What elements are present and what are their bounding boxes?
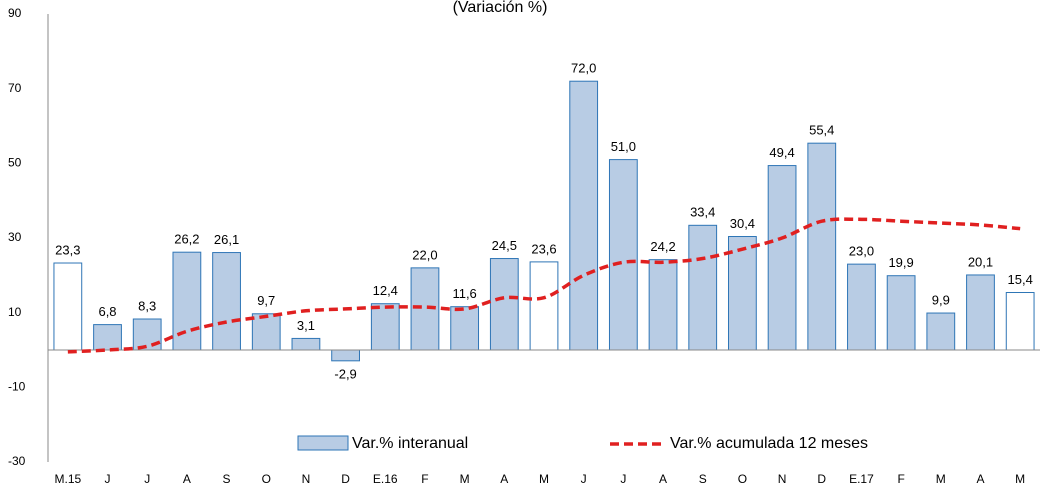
value-label: 51,0 [611,139,636,154]
bar [569,80,599,351]
legend-label: Var.% acumulada 12 meses [670,435,868,452]
x-tick-label: M.15 [54,472,81,486]
y-tick-label: 50 [8,156,22,170]
bar [450,306,480,351]
bar [251,313,281,351]
x-tick-label: N [302,472,311,486]
x-tick-label: S [699,472,707,486]
x-tick-label: F [421,472,428,486]
value-label: 33,4 [690,205,715,220]
bar [132,318,162,351]
x-tick-label: M [1015,472,1025,486]
legend-label: Var.% interanual [352,435,468,452]
bar [212,252,241,351]
bar [370,303,400,351]
x-tick-label: S [223,472,231,486]
bar [489,258,519,351]
x-tick-label: D [341,472,350,486]
x-tick-label: O [262,472,271,486]
x-tick-label: M [539,472,549,486]
value-label: 26,2 [174,232,199,247]
x-tick-label: O [738,472,747,486]
x-tick-label: A [976,472,984,486]
y-tick-label: -30 [8,454,26,468]
value-label: 15,4 [1008,272,1033,287]
y-tick-label: -10 [8,380,26,394]
bar [926,312,956,351]
value-label: 3,1 [297,318,315,333]
value-label: 30,4 [730,216,755,231]
value-label: 12,4 [373,283,398,298]
bar [886,275,916,351]
x-tick-label: J [581,472,587,486]
x-tick-label: E.16 [373,472,398,486]
x-tick-label: A [659,472,667,486]
line [67,217,1021,354]
y-tick-label: 70 [8,81,22,95]
x-tick-label: J [620,472,626,486]
value-label: 8,3 [138,298,156,313]
bar [966,274,995,351]
x-tick-label: A [500,472,508,486]
x-tick-label: D [817,472,826,486]
bar [767,165,797,351]
bar [1005,292,1035,351]
bar [93,324,122,351]
legend-swatch [297,435,349,451]
y-tick-label: 10 [8,305,22,319]
bar [291,337,321,351]
bar [53,262,83,351]
value-label: 55,4 [809,123,834,138]
value-label: 9,7 [257,293,275,308]
x-tick-label: M [936,472,946,486]
value-label: 19,9 [888,255,913,270]
bar [688,224,718,351]
value-label: 26,1 [214,232,239,247]
x-tick-label: M [460,472,470,486]
bar [608,159,638,351]
value-label: 23,0 [849,244,874,259]
bar [847,263,876,351]
bar [728,236,757,351]
value-label: 72,0 [571,61,596,76]
bar [331,349,360,362]
bar [648,259,678,351]
x-tick-label: J [105,472,111,486]
x-tick-label: F [897,472,904,486]
value-label: -2,9 [334,366,356,381]
value-label: 9,9 [932,292,950,307]
value-label: 23,3 [55,242,80,257]
value-label: 24,2 [650,239,675,254]
value-label: 23,6 [531,241,556,256]
value-label: 6,8 [98,304,116,319]
value-label: 11,6 [452,286,476,301]
value-label: 20,1 [968,254,993,269]
chart-title: (Variación %) [453,0,548,16]
x-tick-label: N [778,472,787,486]
y-tick-label: 30 [8,230,22,244]
bar [172,251,202,351]
x-tick-label: E.17 [849,472,874,486]
value-label: 49,4 [769,145,794,160]
x-tick-label: J [144,472,150,486]
bar [529,261,559,351]
value-label: 22,0 [412,247,437,262]
value-label: 24,5 [492,238,517,253]
bar [807,142,837,351]
x-tick-label: A [183,472,191,486]
y-tick-label: 90 [8,6,22,20]
